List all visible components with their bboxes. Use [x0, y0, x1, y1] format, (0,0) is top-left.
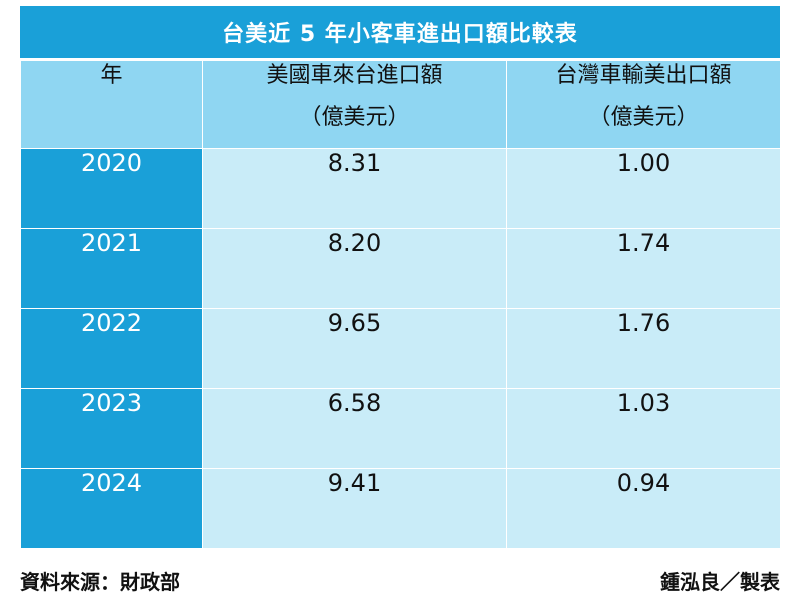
year-cell: 2022 — [20, 308, 203, 389]
import-value-cell: 8.20 — [202, 228, 507, 309]
comparison-table: 年 美國車來台進口額 （億美元） 台灣車輸美出口額 （億美元） 2020 8.3… — [20, 60, 781, 549]
export-value-cell: 1.74 — [506, 228, 781, 309]
table-title: 台美近 5 年小客車進出口額比較表 — [20, 6, 780, 58]
import-value-cell: 9.65 — [202, 308, 507, 389]
year-cell: 2020 — [20, 148, 203, 229]
import-value-cell: 6.58 — [202, 388, 507, 469]
header-import-unit: （億美元） — [299, 105, 410, 130]
table-row: 2020 8.31 1.00 — [20, 148, 781, 229]
table-row: 2024 9.41 0.94 — [20, 468, 781, 549]
import-value-cell: 9.41 — [202, 468, 507, 549]
export-value-cell: 1.00 — [506, 148, 781, 229]
header-export-unit: （億美元） — [588, 105, 699, 130]
year-cell: 2021 — [20, 228, 203, 309]
author-note: 鍾泓良／製表 — [660, 570, 780, 594]
table-row: 2023 6.58 1.03 — [20, 388, 781, 469]
header-export: 台灣車輸美出口額 （億美元） — [506, 60, 781, 149]
header-import: 美國車來台進口額 （億美元） — [202, 60, 507, 149]
export-value-cell: 1.76 — [506, 308, 781, 389]
header-export-label: 台灣車輸美出口額 — [555, 63, 732, 88]
export-value-cell: 0.94 — [506, 468, 781, 549]
import-value-cell: 8.31 — [202, 148, 507, 229]
year-cell: 2024 — [20, 468, 203, 549]
year-cell: 2023 — [20, 388, 203, 469]
table-row: 2022 9.65 1.76 — [20, 308, 781, 389]
export-value-cell: 1.03 — [506, 388, 781, 469]
header-year: 年 — [20, 60, 203, 149]
table-header-row: 年 美國車來台進口額 （億美元） 台灣車輸美出口額 （億美元） — [20, 60, 781, 149]
source-note: 資料來源：財政部 — [20, 570, 180, 594]
table-row: 2021 8.20 1.74 — [20, 228, 781, 309]
header-import-label: 美國車來台進口額 — [266, 63, 443, 88]
